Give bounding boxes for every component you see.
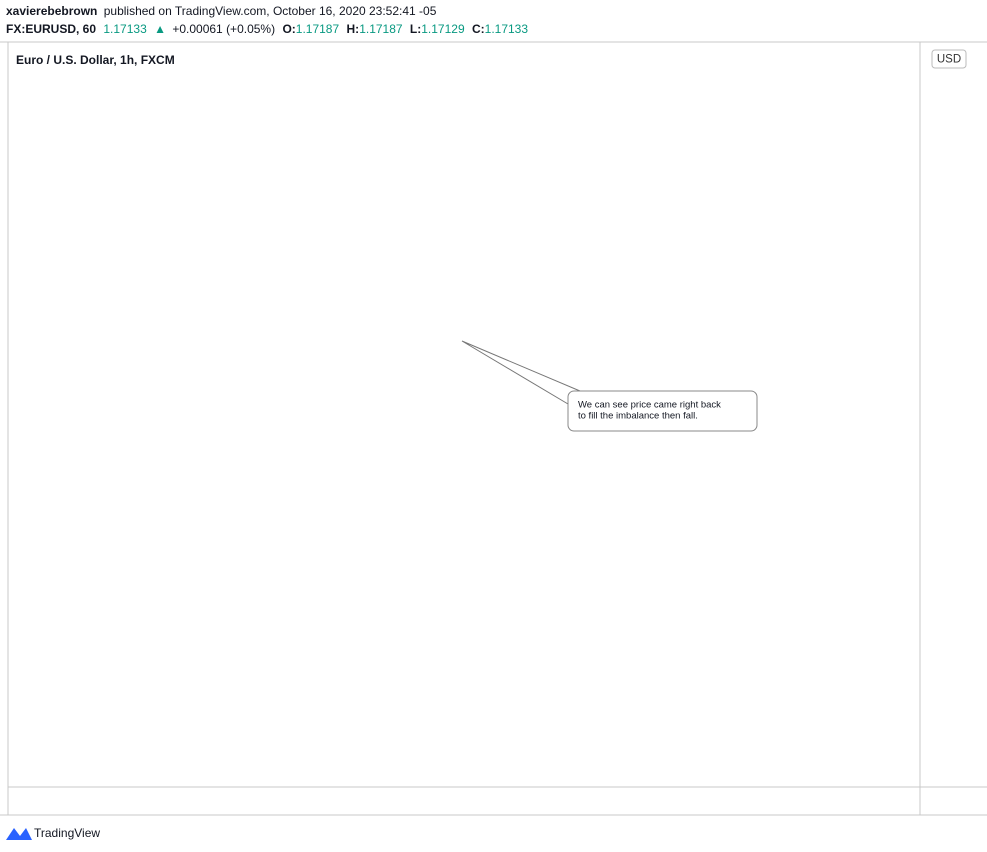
direction: ▲ <box>154 22 166 36</box>
logo-icon <box>6 828 32 840</box>
symbol: FX:EURUSD, 60 <box>6 22 96 36</box>
currency-box <box>931 49 967 69</box>
callout-box <box>567 390 758 432</box>
close-label: C: <box>472 22 485 36</box>
close-value: 1.17133 <box>485 22 529 36</box>
header-line-2: FX:EURUSD, 60 1.17133 ▲ +0.00061 (+0.05%… <box>6 22 528 36</box>
high-label: H: <box>347 22 360 36</box>
brand: TradingView <box>34 826 100 840</box>
callout-line: to fill the imbalance then fall. <box>578 411 698 422</box>
published: published on TradingView.com, October 16… <box>104 4 437 18</box>
change: +0.00061 (+0.05%) <box>172 22 275 36</box>
callout-tail <box>461 340 581 405</box>
high-value: 1.17187 <box>359 22 403 36</box>
low-value: 1.17129 <box>421 22 465 36</box>
chart-title: Euro / U.S. Dollar, 1h, FXCM <box>16 53 175 67</box>
logo: TradingView <box>6 826 100 840</box>
header-line-1: xavierebebrown published on TradingView.… <box>6 4 437 18</box>
author: xavierebebrown <box>6 4 97 18</box>
low-label: L: <box>410 22 421 36</box>
open-value: 1.17187 <box>296 22 340 36</box>
callout-line: We can see price came right back <box>578 400 721 411</box>
open-label: O: <box>282 22 295 36</box>
currency: USD <box>937 54 961 66</box>
last-price: 1.17133 <box>103 22 147 36</box>
